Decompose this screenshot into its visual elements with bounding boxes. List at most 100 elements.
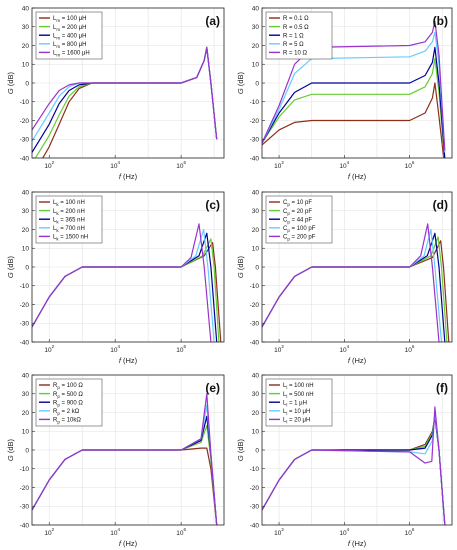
y-tick-label: 30 — [22, 391, 30, 398]
series-line-5 — [32, 46, 218, 140]
y-tick-label: -30 — [20, 504, 30, 511]
x-tick-label: 104 — [110, 160, 120, 170]
series-line-3 — [262, 46, 446, 158]
legend-entry: Rp = 900 Ω — [53, 400, 83, 407]
y-tick-label: -10 — [20, 466, 30, 473]
x-axis-label: f (Hz) — [119, 539, 138, 548]
y-tick-label: -40 — [250, 522, 260, 529]
series-line-1 — [262, 82, 445, 158]
y-tick-label: -40 — [20, 522, 30, 529]
x-tick-label: 104 — [339, 344, 349, 354]
y-tick-label: 20 — [22, 43, 30, 50]
y-tick-label: -20 — [20, 118, 30, 125]
legend-entry: Lm = 1600 μH — [53, 51, 90, 58]
y-tick-label: 10 — [252, 246, 260, 253]
series-line-5 — [32, 223, 212, 342]
chart-panel-3: -40 -30 -20 -10 0 10 20 30 40 102 104 106 f (Hz) G (d… — [6, 189, 225, 365]
y-tick-label: 40 — [22, 372, 30, 379]
chart-panel-1: -40 -30 -20 -10 0 10 20 30 40 102 104 106 f (Hz) G (d… — [6, 5, 225, 181]
series-line-5 — [32, 393, 218, 525]
legend-entry: Cp = 44 pF — [283, 217, 312, 224]
series-line-4 — [262, 31, 446, 153]
y-tick-label: 40 — [252, 372, 260, 379]
series-lines — [32, 393, 218, 525]
legend-entry: Lm = 100 μH — [53, 16, 86, 23]
y-tick-label: 30 — [252, 24, 260, 31]
x-tick-label: 106 — [176, 344, 186, 354]
x-tick-label: 104 — [110, 344, 120, 354]
legend-entry: Lm = 400 μH — [53, 33, 86, 40]
legend-entry: R = 0.1 Ω — [283, 16, 309, 22]
legend-entry: Rp = 100 Ω — [53, 383, 83, 390]
y-tick-label: -10 — [250, 283, 260, 290]
y-tick-label: -10 — [250, 99, 260, 106]
x-tick-label: 102 — [274, 527, 284, 537]
legend-entry: Ll = 10 μH — [283, 409, 310, 416]
y-tick-label: -40 — [20, 155, 30, 162]
y-tick-label: 30 — [22, 24, 30, 31]
y-tick-label: 40 — [22, 189, 30, 196]
series-line-5 — [262, 223, 440, 342]
legend-entry: R = 0.5 Ω — [283, 25, 309, 31]
legend-entry: Cp = 20 pF — [283, 209, 312, 216]
y-tick-label: 40 — [252, 5, 260, 12]
series-line-5 — [262, 406, 446, 525]
legend-entry: Ll = 20 μH — [283, 418, 310, 425]
y-tick-label: 40 — [252, 189, 260, 196]
y-axis-label: G (dB) — [236, 255, 245, 278]
y-tick-label: -30 — [250, 504, 260, 511]
y-axis-label: G (dB) — [6, 71, 15, 94]
y-tick-label: -30 — [20, 321, 30, 328]
x-tick-label: 102 — [44, 160, 54, 170]
y-tick-label: -40 — [20, 339, 30, 346]
x-tick-label: 106 — [176, 160, 186, 170]
x-tick-label: 102 — [274, 344, 284, 354]
x-axis-label: f (Hz) — [348, 356, 367, 365]
x-tick-label: 104 — [339, 527, 349, 537]
y-tick-label: 20 — [22, 227, 30, 234]
series-lines — [32, 223, 222, 342]
y-tick-label: -10 — [20, 99, 30, 106]
y-tick-label: 10 — [252, 429, 260, 436]
legend-entry: R = 5 Ω — [283, 42, 304, 48]
legend-entry: Lk = 700 nH — [53, 226, 85, 233]
y-tick-label: 0 — [255, 447, 259, 454]
y-tick-label: 0 — [255, 80, 259, 87]
legend-entry: R = 1 Ω — [283, 33, 304, 39]
y-axis-label: G (dB) — [236, 438, 245, 461]
chart-panel-6: -40 -30 -20 -10 0 10 20 30 40 102 104 106 f (Hz) G (d… — [236, 372, 453, 548]
x-tick-label: 102 — [44, 344, 54, 354]
y-axis-label: G (dB) — [6, 255, 15, 278]
y-tick-label: -30 — [20, 137, 30, 144]
panel-label: (a) — [205, 14, 220, 28]
x-axis-label: f (Hz) — [119, 356, 138, 365]
y-tick-label: 20 — [252, 410, 260, 417]
y-tick-label: 0 — [25, 447, 29, 454]
chart-panel-5: -40 -30 -20 -10 0 10 20 30 40 102 104 106 f (Hz) G (d… — [6, 372, 225, 548]
y-tick-label: 40 — [22, 5, 30, 12]
legend-entry: Ll = 100 nH — [283, 383, 314, 390]
x-tick-label: 106 — [405, 527, 415, 537]
panel-label: (f) — [436, 381, 448, 395]
y-tick-label: -20 — [20, 302, 30, 309]
y-tick-label: 0 — [255, 264, 259, 271]
x-axis-label: f (Hz) — [348, 172, 367, 181]
panel-label: (c) — [205, 198, 220, 212]
panel-label: (d) — [433, 198, 448, 212]
legend-entry: Lk = 100 nH — [53, 200, 85, 207]
series-lines — [262, 223, 450, 342]
y-tick-label: 0 — [25, 264, 29, 271]
y-tick-label: 30 — [252, 391, 260, 398]
x-tick-label: 104 — [110, 527, 120, 537]
x-tick-label: 106 — [176, 527, 186, 537]
legend-entry: Lm = 800 μH — [53, 42, 86, 49]
y-tick-label: -30 — [250, 321, 260, 328]
legend-entry: Cp = 100 pF — [283, 226, 316, 233]
y-tick-label: 10 — [252, 62, 260, 69]
x-axis-label: f (Hz) — [348, 539, 367, 548]
series-line-2 — [262, 58, 446, 158]
